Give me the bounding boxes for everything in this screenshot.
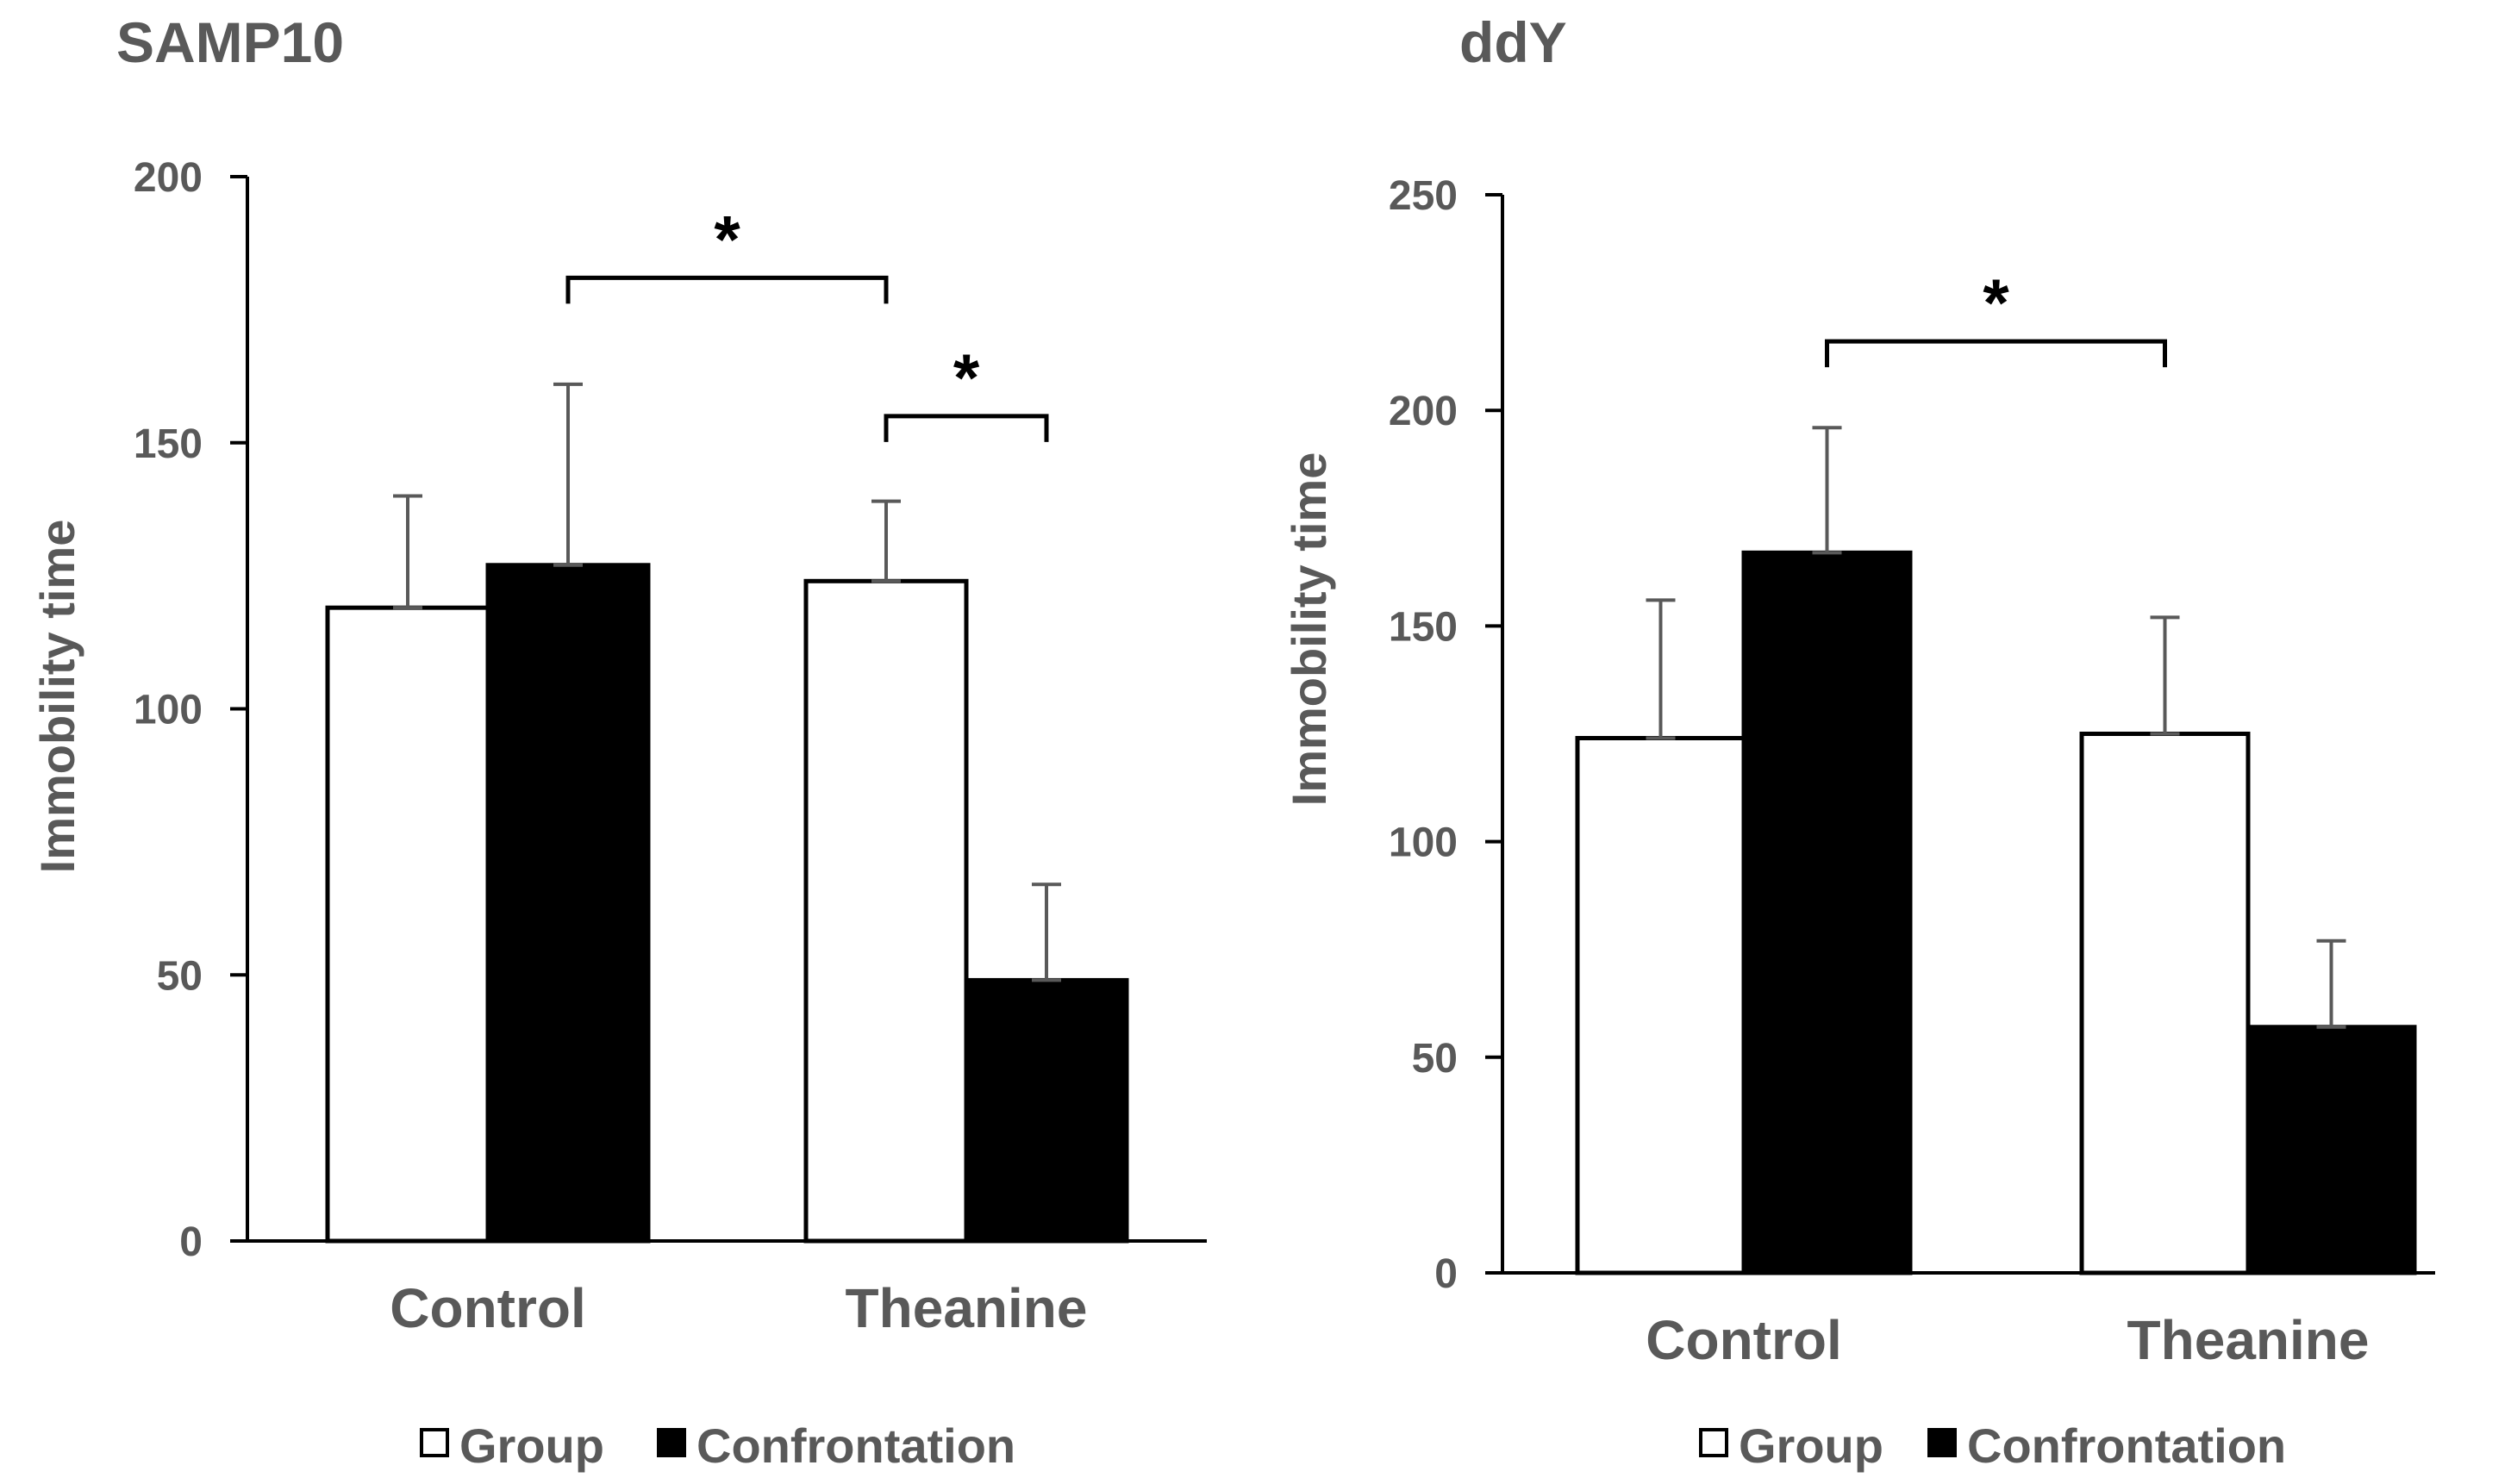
legend-swatch-group xyxy=(420,1428,449,1457)
y-tick-label: 100 xyxy=(134,688,203,733)
chart-title: ddY xyxy=(1459,10,1567,74)
significance-bracket xyxy=(565,275,889,304)
bar-group-theanine xyxy=(2079,732,2251,1275)
y-tick-label: 150 xyxy=(1389,604,1458,650)
bar-confrontation-control xyxy=(485,563,651,1244)
y-tick-label: 200 xyxy=(1389,389,1458,434)
y-tick-label: 100 xyxy=(1389,820,1458,866)
bar-confrontation-control xyxy=(1741,550,1913,1275)
legend-swatch-group xyxy=(1699,1428,1728,1457)
legend-swatch-confrontation xyxy=(1927,1428,1957,1457)
chart-title: SAMP10 xyxy=(116,10,344,74)
significance-star: * xyxy=(953,340,980,415)
bar-group-control xyxy=(325,605,490,1244)
x-tick-label: Theanine xyxy=(2127,1309,2370,1371)
y-axis-label: Immobility time xyxy=(1282,452,1336,807)
legend-label-group: Group xyxy=(459,1419,604,1473)
y-axis-label: Immobility time xyxy=(30,520,84,874)
x-tick-label: Control xyxy=(1646,1309,1842,1371)
y-tick-label: 50 xyxy=(157,953,203,999)
y-tick-label: 0 xyxy=(179,1219,203,1265)
legend: Group Confrontation xyxy=(420,1419,1015,1473)
y-ticks: 0 50 100 150 200 250 xyxy=(1389,173,1502,1297)
category-labels: Control Theanine xyxy=(1646,1309,2369,1371)
significance-star: * xyxy=(714,201,740,277)
legend-swatch-confrontation xyxy=(657,1428,686,1457)
bar-confrontation-theanine xyxy=(2246,1025,2417,1275)
legend-label-confrontation: Confrontation xyxy=(696,1419,1015,1473)
error-bars xyxy=(1646,426,2346,1029)
chart-ddy: ddY Immobility time 0 50 100 150 200 250 * Co… xyxy=(1282,10,2435,1473)
x-tick-label: Control xyxy=(390,1277,586,1339)
significance-brackets: * xyxy=(1825,265,2167,368)
bars xyxy=(325,563,1129,1244)
y-tick-label: 150 xyxy=(134,421,203,467)
bar-group-theanine xyxy=(803,578,969,1244)
legend-label-confrontation: Confrontation xyxy=(1967,1419,2286,1473)
category-labels: Control Theanine xyxy=(390,1277,1087,1339)
significance-bracket xyxy=(884,414,1049,442)
y-ticks: 0 50 100 150 200 xyxy=(134,155,247,1265)
significance-brackets: ** xyxy=(565,201,1049,442)
bars xyxy=(1575,550,2417,1275)
error-bars xyxy=(393,382,1061,982)
x-tick-label: Theanine xyxy=(846,1277,1088,1339)
significance-star: * xyxy=(1983,265,2009,340)
bar-group-control xyxy=(1575,736,1746,1275)
legend: Group Confrontation xyxy=(1699,1419,2286,1473)
y-tick-label: 50 xyxy=(1412,1036,1458,1082)
y-tick-label: 0 xyxy=(1434,1251,1458,1297)
y-tick-label: 200 xyxy=(134,155,203,201)
significance-bracket xyxy=(1825,339,2167,368)
bar-confrontation-theanine xyxy=(964,977,1129,1244)
y-tick-label: 250 xyxy=(1389,173,1458,219)
legend-label-group: Group xyxy=(1739,1419,1883,1473)
